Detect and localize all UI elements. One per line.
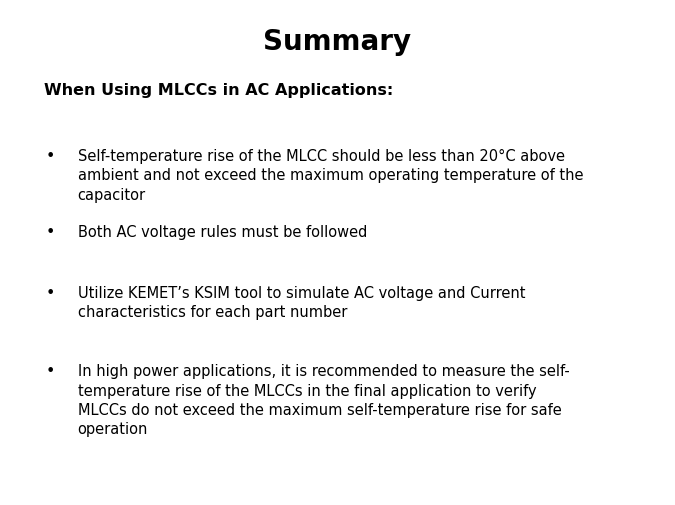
Text: •: • bbox=[46, 364, 55, 379]
Text: •: • bbox=[46, 149, 55, 164]
Text: Both AC voltage rules must be followed: Both AC voltage rules must be followed bbox=[78, 225, 367, 240]
Text: •: • bbox=[46, 225, 55, 240]
Text: Utilize KEMET’s KSIM tool to simulate AC voltage and Current
characteristics for: Utilize KEMET’s KSIM tool to simulate AC… bbox=[78, 285, 525, 320]
Text: When Using MLCCs in AC Applications:: When Using MLCCs in AC Applications: bbox=[44, 83, 393, 98]
Text: •: • bbox=[46, 285, 55, 300]
Text: In high power applications, it is recommended to measure the self-
temperature r: In high power applications, it is recomm… bbox=[78, 364, 570, 436]
Text: Self-temperature rise of the MLCC should be less than 20°C above
ambient and not: Self-temperature rise of the MLCC should… bbox=[78, 149, 583, 203]
Text: Summary: Summary bbox=[263, 28, 412, 56]
